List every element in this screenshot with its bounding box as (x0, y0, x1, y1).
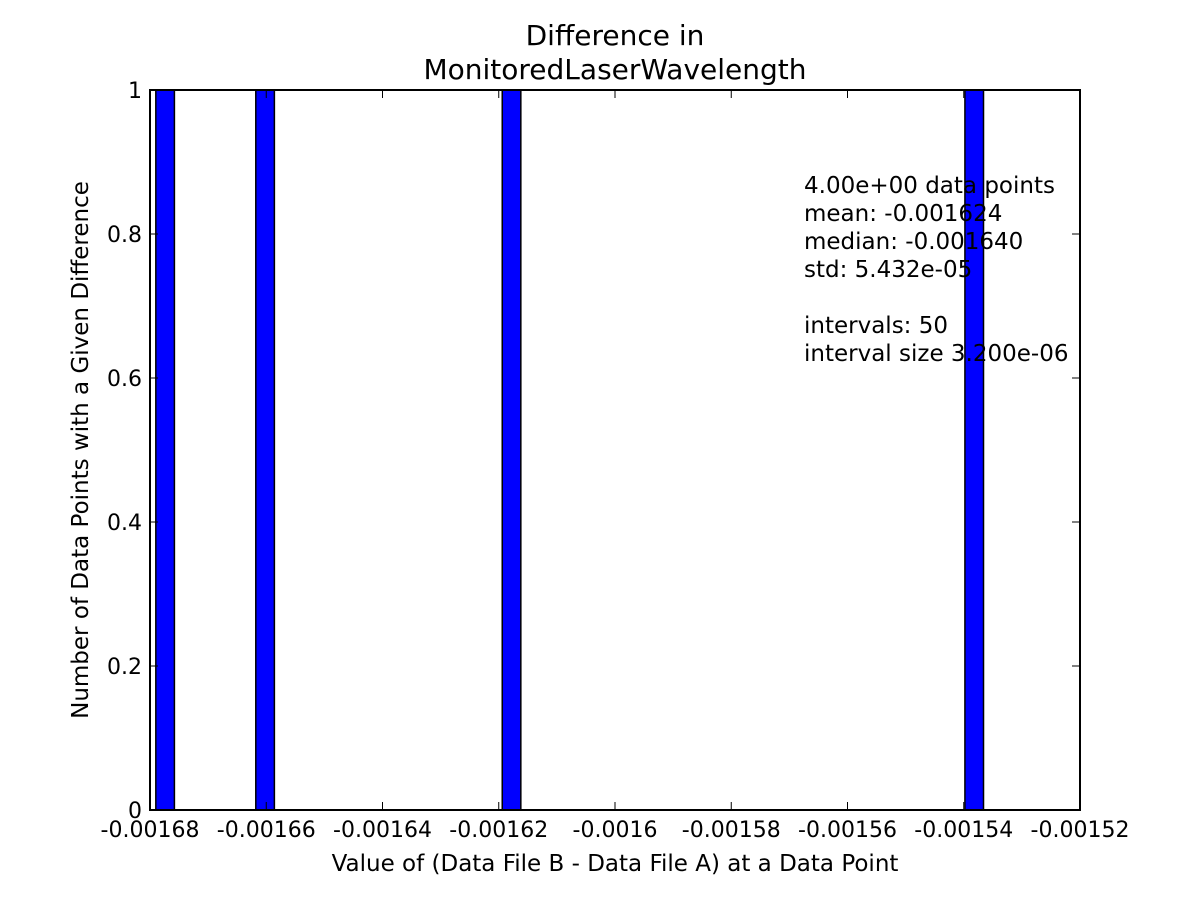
y-tick-label-0: 0 (128, 799, 142, 824)
chart-title-line-1: Difference in (526, 19, 705, 52)
x-tick-labels: -0.00168 -0.00166 -0.00164 -0.00162 -0.0016-… (101, 818, 1130, 843)
stats-line-6: intervals: 50 (804, 313, 948, 339)
chart-title-line-2: MonitoredLaserWavelength (423, 53, 806, 86)
x-tick-label-3: -0.00162 (449, 818, 548, 843)
stats-line-2: mean: -0.001624 (804, 201, 1002, 227)
y-axis-label: Number of Data Points with a Given Diffe… (68, 181, 94, 719)
x-tick-label-7: -0.00154 (914, 818, 1013, 843)
histogram-bar-1 (155, 89, 176, 811)
y-tick-label-5: 1 (128, 79, 142, 104)
y-tick-labels: 0 0.2 0.4 0.6 0.8 1 (107, 79, 142, 824)
x-axis-label: Value of (Data File B - Data File A) at … (332, 851, 899, 877)
x-tick-label-2: -0.00164 (333, 818, 432, 843)
stats-line-1: 4.00e+00 data points (804, 173, 1055, 199)
histogram-bar-3 (501, 89, 522, 811)
x-tick-label-5: -0.00158 (682, 818, 781, 843)
stats-line-7: interval size 3.200e-06 (804, 341, 1068, 367)
bars-group (155, 89, 985, 811)
x-tick-label-6: -0.00156 (798, 818, 897, 843)
stats-line-3: median: -0.001640 (804, 229, 1023, 255)
histogram-bar-2 (255, 89, 276, 811)
x-tick-label-0: -0.00168 (101, 818, 200, 843)
y-tick-label-3: 0.6 (107, 367, 142, 392)
y-tick-label-2: 0.4 (107, 511, 142, 536)
x-tick-label-1: -0.00166 (217, 818, 316, 843)
y-tick-label-4: 0.8 (107, 223, 142, 248)
x-tick-label-8: -0.00152 (1031, 818, 1130, 843)
y-tick-label-1: 0.2 (107, 655, 142, 680)
stats-line-4: std: 5.432e-05 (804, 257, 972, 283)
x-tick-label-4: -0.0016 (573, 818, 658, 843)
plot-frame (149, 89, 1081, 811)
